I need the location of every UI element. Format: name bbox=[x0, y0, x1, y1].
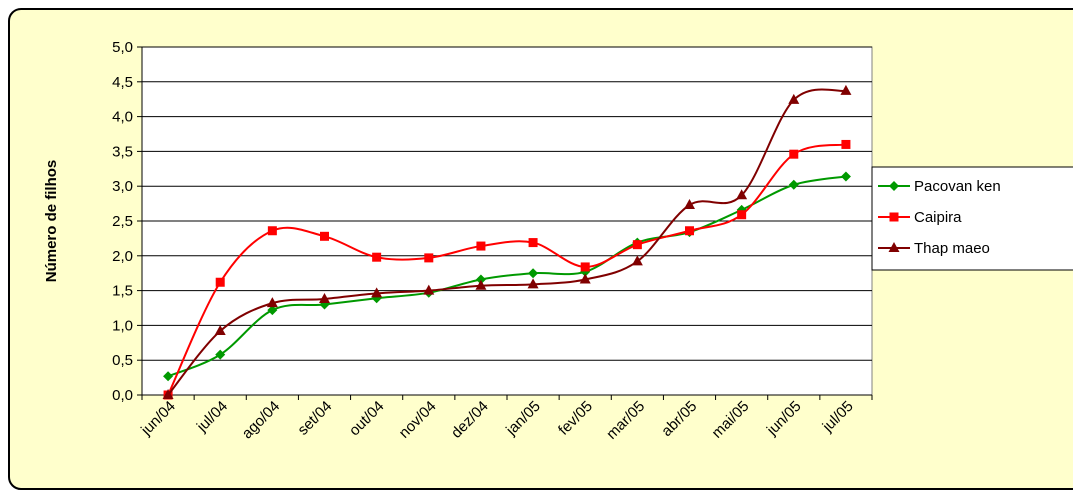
y-tick-label: 0,0 bbox=[112, 387, 133, 404]
y-tick-label: 0,5 bbox=[112, 352, 133, 369]
y-axis-title: Número de filhos bbox=[43, 160, 60, 283]
marker bbox=[475, 279, 487, 290]
y-tick-label: 1,0 bbox=[112, 317, 133, 334]
legend-label: Caipira bbox=[914, 209, 962, 226]
marker bbox=[215, 349, 226, 360]
marker bbox=[475, 274, 486, 285]
marker bbox=[423, 284, 435, 295]
legend-marker bbox=[888, 242, 900, 252]
marker bbox=[632, 240, 642, 250]
marker bbox=[371, 287, 383, 298]
y-tick-label: 5,0 bbox=[112, 39, 133, 56]
marker bbox=[685, 226, 694, 236]
legend-label: Pacovan ken bbox=[914, 178, 1001, 195]
marker bbox=[580, 262, 590, 272]
marker bbox=[788, 93, 800, 104]
marker bbox=[579, 273, 591, 284]
marker bbox=[215, 277, 225, 287]
marker bbox=[372, 252, 382, 262]
marker bbox=[163, 371, 174, 382]
marker bbox=[162, 389, 174, 399]
marker bbox=[736, 189, 748, 200]
marker bbox=[684, 198, 695, 209]
y-tick-label: 4,5 bbox=[112, 74, 133, 91]
marker bbox=[528, 238, 538, 248]
legend-label: Thap maeo bbox=[914, 240, 990, 257]
marker bbox=[841, 139, 851, 149]
y-tick-label: 2,5 bbox=[112, 213, 133, 230]
marker bbox=[267, 305, 278, 316]
marker bbox=[319, 292, 330, 303]
marker bbox=[737, 210, 747, 220]
marker bbox=[214, 324, 226, 335]
y-tick-label: 3,0 bbox=[112, 178, 133, 195]
y-tick-label: 3,5 bbox=[112, 143, 133, 160]
marker bbox=[788, 179, 799, 190]
marker bbox=[424, 253, 434, 263]
legend-marker bbox=[889, 181, 899, 191]
legend-marker bbox=[889, 212, 899, 222]
marker bbox=[789, 149, 799, 159]
y-tick-label: 1,5 bbox=[112, 283, 133, 300]
marker bbox=[320, 231, 329, 241]
marker bbox=[631, 255, 643, 266]
marker bbox=[266, 297, 278, 308]
legend-box bbox=[871, 166, 1073, 271]
marker bbox=[476, 241, 486, 251]
y-tick-label: 2,0 bbox=[112, 248, 133, 265]
marker bbox=[267, 226, 277, 236]
marker bbox=[528, 268, 539, 279]
y-tick-label: 4,0 bbox=[112, 109, 133, 126]
marker bbox=[840, 84, 852, 95]
marker bbox=[527, 278, 539, 289]
marker bbox=[840, 171, 851, 182]
